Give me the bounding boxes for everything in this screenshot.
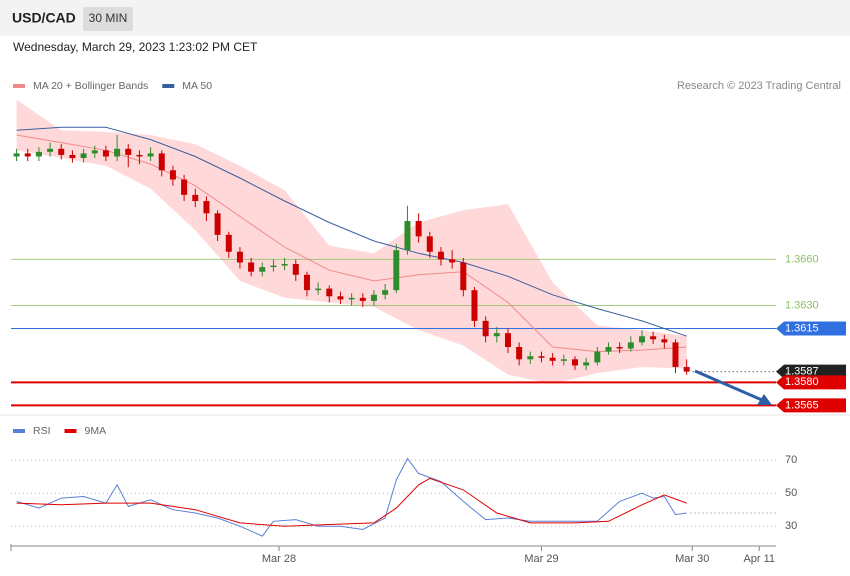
candle-body: [605, 347, 612, 352]
level-label: 1.3565: [785, 399, 819, 411]
candle-body: [482, 320, 489, 337]
candle-body: [158, 153, 165, 171]
candle-body: [69, 154, 76, 158]
candle-body: [136, 154, 143, 157]
candle-body: [594, 351, 601, 363]
candle-body: [326, 288, 333, 297]
candle-body: [672, 342, 679, 367]
legend-label: 9MA: [85, 425, 107, 437]
candle-body: [114, 148, 121, 157]
candle-body: [169, 170, 176, 180]
candle-body: [471, 290, 478, 321]
candle-body: [337, 296, 344, 300]
candle-body: [460, 262, 467, 291]
candle-body: [58, 148, 65, 155]
legend-swatch: [64, 429, 77, 433]
level-label: 1.3615: [785, 322, 819, 334]
indicator-line: [16, 477, 687, 527]
candle-body: [270, 265, 277, 268]
candle-body: [147, 153, 154, 157]
candle-body: [24, 153, 31, 157]
level-label: 1.3660: [785, 253, 819, 265]
candle-body: [449, 259, 456, 263]
candle-body: [527, 356, 534, 360]
candle-body: [281, 264, 288, 266]
candle-body: [315, 288, 322, 291]
level-tag: [776, 375, 846, 390]
legend-label: MA 50: [182, 80, 212, 92]
bollinger-band: [16, 99, 687, 384]
candle-body: [426, 236, 433, 252]
x-tick-label: Mar 29: [524, 553, 558, 565]
candle-body: [370, 294, 377, 301]
symbol: USD/CAD: [12, 10, 76, 26]
candle-body: [661, 339, 668, 343]
y-tick-label: 70: [785, 454, 797, 466]
indicator-line: [16, 457, 687, 537]
x-tick-label: Mar 30: [675, 553, 709, 565]
legend-swatch: [162, 84, 175, 88]
candle-body: [627, 342, 634, 349]
level-label: 1.3630: [785, 299, 819, 311]
candle-body: [549, 357, 556, 361]
candle-body: [35, 151, 42, 157]
legend-swatch: [13, 429, 25, 433]
candle-body: [303, 274, 310, 291]
candle-body: [214, 213, 221, 235]
y-tick-label: 30: [785, 520, 797, 532]
candle-body: [181, 179, 188, 195]
level-tag: [776, 321, 846, 336]
candle-body: [236, 251, 243, 263]
candle-body: [683, 366, 690, 372]
candle-body: [560, 359, 567, 361]
candle-body: [538, 356, 545, 358]
y-tick-label: 50: [785, 487, 797, 499]
candle-body: [91, 150, 98, 154]
candle-body: [359, 297, 366, 301]
forecast-arrowhead: [757, 394, 772, 405]
ma-line: [16, 126, 687, 337]
level-tag: [776, 364, 846, 379]
candle-body: [192, 194, 199, 202]
candle-body: [248, 262, 255, 272]
candle-body: [125, 148, 132, 155]
candle-body: [404, 221, 411, 251]
candle-body: [504, 333, 511, 347]
level-label: 1.3580: [785, 376, 819, 388]
candle-body: [516, 347, 523, 360]
candle-body: [259, 267, 266, 272]
x-tick-label: Mar 28: [262, 553, 296, 565]
candle-body: [102, 150, 109, 157]
candle-body: [493, 333, 500, 337]
candle-body: [616, 347, 623, 349]
candle-body: [638, 336, 645, 343]
legend-swatch: [13, 84, 25, 88]
timeframe[interactable]: 30 MIN: [89, 11, 128, 25]
timeframe-box[interactable]: [83, 7, 133, 31]
candle-body: [650, 336, 657, 340]
candle-body: [203, 201, 210, 214]
header-bar: [0, 0, 850, 36]
candle-body: [437, 251, 444, 260]
credit: Research © 2023 Trading Central: [677, 80, 841, 92]
candle-body: [348, 297, 355, 300]
candle-body: [13, 153, 20, 157]
candle-body: [47, 148, 54, 152]
candle-body: [583, 362, 590, 366]
legend-label: MA 20 + Bollinger Bands: [33, 80, 148, 92]
level-label: 1.3587: [785, 365, 819, 377]
legend-label: RSI: [33, 425, 51, 437]
candle-body: [571, 359, 578, 366]
candle-body: [292, 264, 299, 275]
x-tick-label: Apr 11: [743, 553, 775, 565]
candle-body: [382, 290, 389, 295]
candle-body: [393, 250, 400, 291]
candle-body: [225, 234, 232, 252]
candle-body: [80, 153, 87, 158]
datetime: Wednesday, March 29, 2023 1:23:02 PM CET: [13, 40, 258, 54]
candle-body: [415, 221, 422, 237]
forecast-arrow: [694, 369, 763, 402]
level-tag: [776, 398, 846, 413]
